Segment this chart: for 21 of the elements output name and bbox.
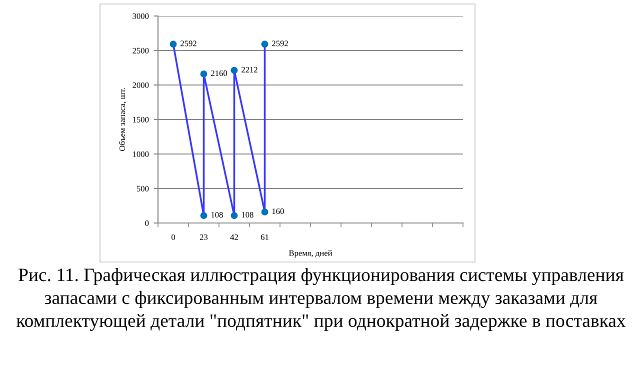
data-label: 2160	[211, 70, 228, 76]
data-label: 108	[242, 212, 254, 218]
data-label: 2592	[272, 40, 288, 46]
data-label: 2592	[180, 40, 196, 46]
y-tick-label: 3000	[132, 13, 149, 19]
data-label: 108	[211, 212, 223, 218]
y-tick-label: 0	[145, 220, 149, 226]
x-tick-label: 42	[230, 234, 238, 240]
x-tick-label: 0	[171, 234, 176, 240]
y-tick-label: 500	[136, 186, 149, 192]
y-axis-title: Объем запаса, шт.	[119, 88, 126, 151]
data-label: 2212	[242, 66, 258, 72]
data-label: 160	[272, 208, 284, 214]
text: Рис. 11. Графическая иллюстрация функционирования системы управления запасами с фиксированным интервалом времени между заказами для комплектующей детали "подпятник" при однократной задержке в поставках	[16, 268, 626, 331]
y-tick-label: 1000	[133, 151, 149, 157]
y-tick-label: 2500	[132, 48, 149, 54]
x-tick-label: 61	[260, 234, 268, 240]
y-tick-label: 2000	[132, 82, 149, 88]
y-tick-label: 1500	[133, 116, 149, 122]
x-tick-label: 23	[200, 234, 208, 240]
x-axis-title: Время, дней	[288, 250, 332, 258]
